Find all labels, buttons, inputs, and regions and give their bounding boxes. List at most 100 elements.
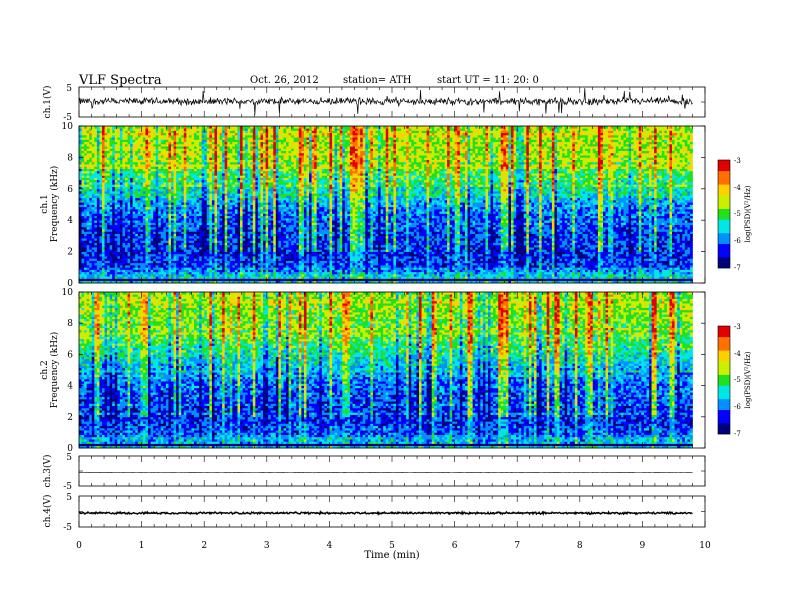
ch1-spectrogram-cell [102, 184, 105, 187]
ch1-spectrogram-cell [122, 142, 125, 145]
ch1-spectrogram-cell [122, 234, 125, 237]
ch1-spectrogram-cell [99, 263, 102, 266]
ch1-spectrogram-cell [94, 274, 97, 277]
ch1-spectrogram-cell [105, 267, 108, 270]
ch1-spectrogram-cell [110, 207, 113, 210]
ch1-spectrogram-cell [92, 213, 95, 216]
ch1-spectrogram-cell [97, 222, 100, 225]
ch1-spectrogram-cell [122, 191, 125, 194]
ch1-spectrogram-cell [122, 227, 125, 230]
ch1-spectrogram-cell [120, 155, 123, 158]
ch1-spectrogram-cell [120, 193, 123, 196]
ch1-spectrogram-cell [128, 276, 131, 279]
ch1-spectrogram-cell [117, 256, 120, 259]
ch1-spectrogram-cell [105, 263, 108, 266]
ch1-spectrogram-cell [84, 267, 87, 270]
ch1-spectrogram-cell [120, 142, 123, 145]
ch1-spectrogram-cell [125, 182, 128, 185]
ch1-spectrogram-cell [92, 162, 95, 165]
ch1-spectrogram-cell [112, 153, 115, 156]
ch1-spectrogram-cell [99, 254, 102, 257]
ch1-spectrogram-cell [84, 229, 87, 232]
ch1-spectrogram-cell [99, 247, 102, 250]
ch1-spectrogram-cell [82, 225, 85, 228]
ch1-spectrogram-cell [87, 187, 90, 190]
ch1-spectrogram-cell [102, 171, 105, 174]
ch1-spectrogram-cell [84, 234, 87, 237]
ch1-spectrogram-cell [122, 139, 125, 142]
ch1-spectrogram-cell [112, 234, 115, 237]
ch1-spectrogram-cell [84, 240, 87, 243]
ch1-spectrogram-cell [125, 187, 128, 190]
ch1-spectrogram-cell [97, 261, 100, 264]
ch1-spectrogram-cell [105, 169, 108, 172]
ch1-spectrogram-cell [82, 184, 85, 187]
ch1-spectrogram-cell [115, 205, 118, 208]
ch1-spectrogram-cell [122, 245, 125, 248]
ch1-spectrogram-cell [84, 222, 87, 225]
ch1-spectrogram-cell [120, 234, 123, 237]
ch1-spectrogram-cell [79, 245, 82, 248]
ch1-spectrogram-cell [110, 187, 113, 190]
ch1-spectrogram-cell [105, 187, 108, 190]
ch1-spectrogram-cell [99, 184, 102, 187]
ch1-spectrogram-cell [79, 200, 82, 203]
ch1-spectrogram-cell [84, 180, 87, 183]
ch1-spectrogram-cell [97, 128, 100, 131]
ch1-spectrogram-cell [110, 128, 113, 131]
ch1-spectrogram-cell [128, 245, 131, 248]
ch1-spectrogram-cell [128, 234, 131, 237]
ch1-spectrogram-cell [117, 157, 120, 160]
ch1-spectrogram-cell [120, 164, 123, 167]
ch1-spectrogram-cell [128, 265, 131, 268]
ch1-spectrogram-cell [97, 231, 100, 234]
ch1-spectrogram-cell [117, 191, 120, 194]
ch1-spectrogram-cell [84, 169, 87, 172]
ch1-spectrogram-cell [84, 220, 87, 223]
ch1-spectrogram-cell [117, 169, 120, 172]
ch1-spectrogram-cell [110, 166, 113, 169]
ch1-spectrogram-cell [112, 213, 115, 216]
ch1-spectrogram-cell [115, 245, 118, 248]
ch1-spectrogram-cell [89, 240, 92, 243]
ch1-spectrogram-cell [117, 146, 120, 149]
ch1-spectrogram-cell [120, 267, 123, 270]
ch1-spectrogram-cell [94, 144, 97, 147]
ch1-spectrogram-cell [125, 151, 128, 154]
ch1-spectrogram-cell [99, 148, 102, 151]
ch1-spectrogram-cell [99, 175, 102, 178]
ch1-spectrogram-cell [79, 243, 82, 246]
ch1-spectrogram-cell [112, 274, 115, 277]
ch1-spectrogram-cell [87, 155, 90, 158]
ch1-spectrogram-cell [82, 180, 85, 183]
ch1-spectrogram-cell [97, 209, 100, 212]
ch1-spectrogram-cell [79, 225, 82, 228]
ch1-spectrogram-cell [84, 162, 87, 165]
ch1-spectrogram-cell [122, 213, 125, 216]
ch1-spectrogram-cell [97, 202, 100, 205]
ch1-spectrogram-cell [110, 261, 113, 264]
ch1-spectrogram-cell [115, 236, 118, 239]
ch1-spectrogram-cell [120, 254, 123, 257]
ch1-spectrogram-cell [107, 130, 110, 133]
ch1-spectrogram-cell [97, 178, 100, 181]
ch1-spectrogram-cell [120, 135, 123, 138]
ch1-spectrogram-cell [112, 209, 115, 212]
ch1-spectrogram-cell [107, 146, 110, 149]
ch1-spectrogram-cell [84, 200, 87, 203]
ch1-spectrogram-cell [79, 157, 82, 160]
ch1-spectrogram-cell [89, 175, 92, 178]
ch1-spectrogram-cell [94, 202, 97, 205]
ch1-spectrogram-cell [79, 193, 82, 196]
ch1-spectrogram-cell [115, 180, 118, 183]
ch1-spectrogram-cell [128, 213, 131, 216]
ch1-spectrogram-cell [107, 274, 110, 277]
ch1-spectrogram-cell [84, 135, 87, 138]
ch1-spectrogram-cell [107, 187, 110, 190]
ch1-spectrogram-cell [89, 196, 92, 199]
ch1-spectrogram-cell [82, 202, 85, 205]
ch1-spectrogram-cell [87, 207, 90, 210]
ch1-spectrogram-cell [97, 184, 100, 187]
ch1-spectrogram-cell [120, 175, 123, 178]
ch1-spectrogram-cell [92, 222, 95, 225]
